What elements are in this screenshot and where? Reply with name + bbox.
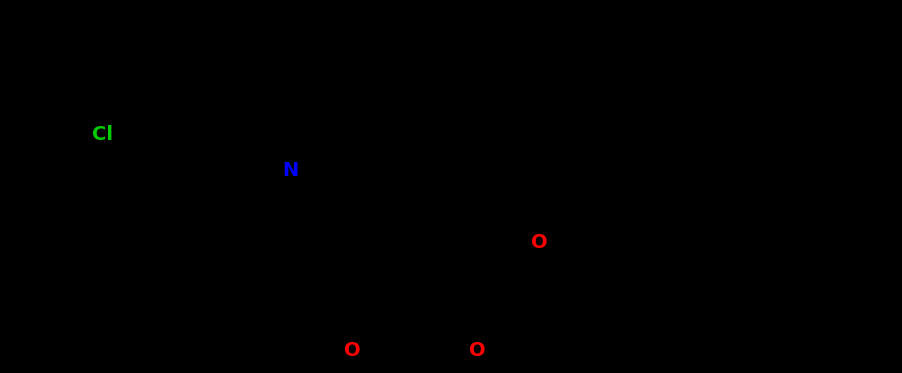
Text: O: O (344, 341, 361, 360)
Text: O: O (469, 341, 485, 360)
Text: O: O (531, 232, 548, 251)
Text: Cl: Cl (92, 125, 114, 144)
Text: N: N (282, 160, 299, 179)
